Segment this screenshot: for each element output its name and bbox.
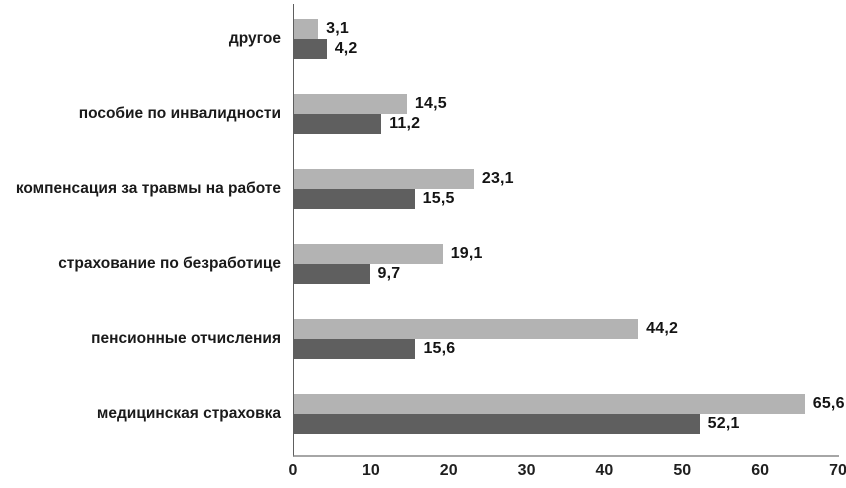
value-label: 65,6 [812, 395, 845, 412]
bar-dark-gray [294, 189, 415, 209]
category-axis: другое пособие по инвалидности компенсация… [0, 0, 293, 488]
bar-row: 23,1 [294, 169, 839, 189]
bar-row: 11,2 [294, 114, 839, 134]
value-label: 19,1 [450, 245, 483, 262]
bar-light-gray [294, 394, 805, 414]
bar-group: 44,2 15,6 [294, 319, 839, 359]
x-axis-tick-label: 10 [361, 462, 380, 479]
value-label: 15,6 [423, 340, 456, 357]
bar-row: 52,1 [294, 414, 839, 434]
bar-row: 3,1 [294, 19, 839, 39]
category-label: медицинская страховка [96, 405, 281, 422]
category-label: другое [228, 30, 281, 47]
bar-row: 65,6 [294, 394, 844, 414]
value-label: 15,5 [422, 190, 455, 207]
x-axis-tick-label: 70 [829, 462, 846, 479]
bar-dark-gray [294, 39, 327, 59]
bar-row: 4,2 [294, 39, 839, 59]
plot-area: 3,1 4,2 14,5 11,2 23,1 15,5 19,1 9,7 44,2 15,6 65,… [293, 4, 844, 457]
value-label: 3,1 [326, 20, 349, 37]
value-label: 23,1 [481, 170, 514, 187]
value-label: 52,1 [707, 415, 740, 432]
value-label: 11,2 [389, 115, 421, 132]
bar-row: 15,6 [294, 339, 839, 359]
x-axis-tick-label: 20 [439, 462, 458, 479]
bar-row: 19,1 [294, 244, 839, 264]
bar-light-gray [294, 169, 474, 189]
bar-group: 19,1 9,7 [294, 244, 839, 284]
bar-group: 23,1 15,5 [294, 169, 839, 209]
value-label: 4,2 [334, 40, 358, 57]
bar-dark-gray [294, 264, 370, 284]
x-axis-tick-label: 60 [751, 462, 770, 479]
x-axis: 0 10 20 30 40 50 60 70 [289, 459, 846, 483]
bar-light-gray [294, 319, 639, 339]
bar-row: 44,2 [294, 319, 839, 339]
bar-light-gray [294, 19, 319, 39]
bar-light-gray [294, 244, 443, 264]
bar-group: 3,1 4,2 [294, 19, 839, 59]
bar-dark-gray [294, 414, 700, 434]
category-label: пособие по инвалидности [78, 105, 281, 122]
category-label: компенсация за травмы на работе [15, 180, 281, 197]
x-axis-tick-label: 40 [595, 462, 614, 479]
bar-dark-gray [294, 339, 416, 359]
category-label: страхование по безработице [58, 255, 281, 272]
bar-row: 14,5 [294, 94, 839, 114]
x-axis-tick-label: 0 [288, 462, 298, 479]
bar-light-gray [294, 94, 407, 114]
value-label: 44,2 [646, 320, 679, 337]
x-axis-tick-label: 30 [517, 462, 536, 479]
bar-row: 15,5 [294, 189, 839, 209]
category-label: пенсионные отчисления [91, 330, 281, 347]
bar-group: 14,5 11,2 [294, 94, 839, 134]
bar-dark-gray [294, 114, 382, 134]
value-label: 9,7 [377, 265, 401, 282]
x-axis-tick-label: 50 [673, 462, 692, 479]
bar-row: 9,7 [294, 264, 839, 284]
bar-group: 65,6 52,1 [294, 394, 844, 434]
value-label: 14,5 [414, 95, 447, 112]
